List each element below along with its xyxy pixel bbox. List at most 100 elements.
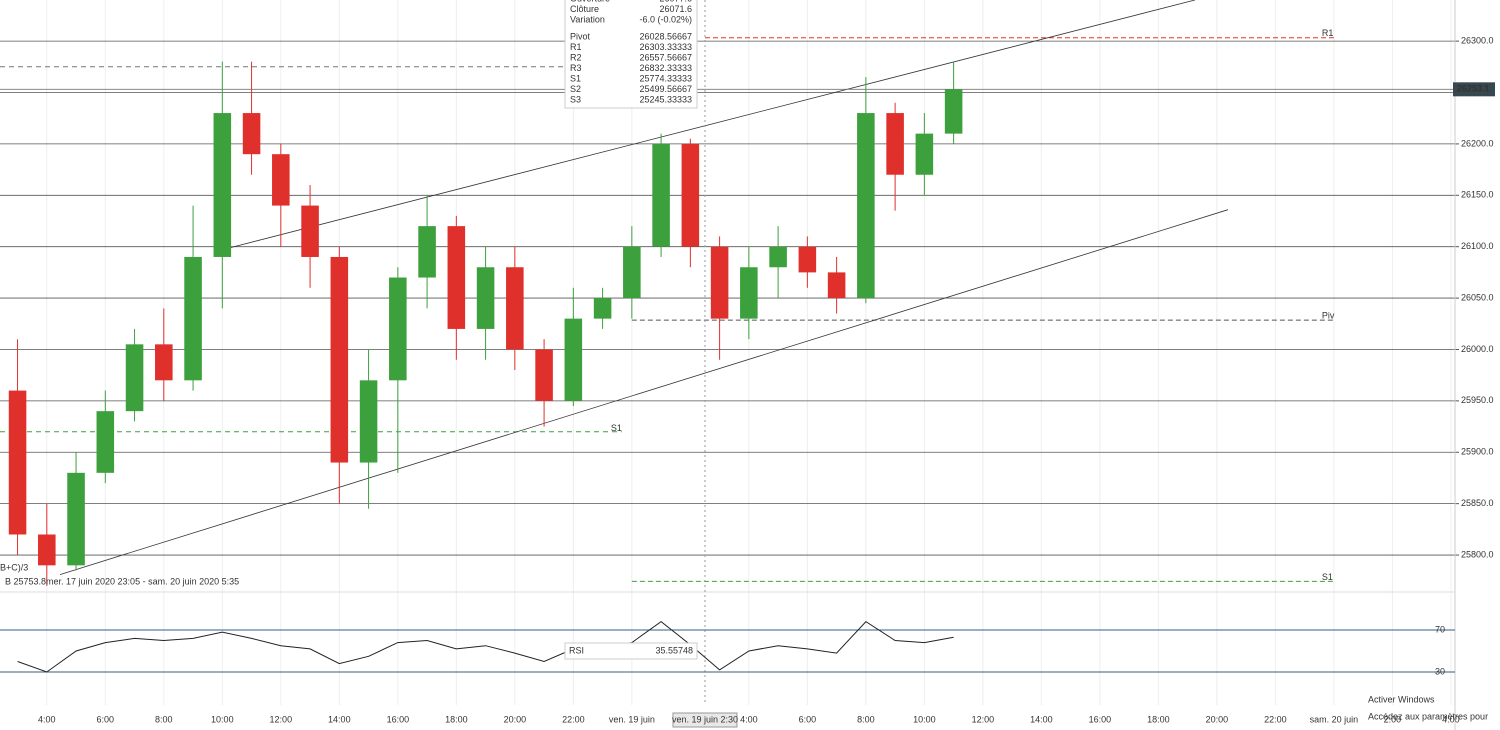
info-value: 26071.6 [659, 4, 692, 14]
x-tick-label: 2:00 [1384, 714, 1402, 724]
legend-range: mer. 17 juin 2020 23:05 - sam. 20 juin 2… [46, 576, 239, 586]
candle-body [125, 344, 144, 412]
x-tick-label: 20:00 [1206, 714, 1229, 724]
candle-body [623, 246, 641, 299]
rsi-box [564, 642, 698, 660]
rsi-name: RSI [569, 645, 584, 655]
x-tick-label: 18:00 [445, 714, 468, 724]
crosshair-label: ven. 19 juin 2:30 [672, 714, 738, 724]
info-value: 26832.33333 [639, 63, 692, 73]
candle-body [710, 246, 729, 319]
x-tick-label: 22:00 [1264, 714, 1287, 724]
rsi-tick-label: 30 [1435, 666, 1445, 676]
candle-body [886, 113, 904, 175]
candle-body [681, 143, 700, 247]
candle-body [740, 267, 758, 319]
x-tick-label: 4:00 [1442, 714, 1460, 724]
candle-body [8, 390, 27, 535]
y-tick-label: 25900.0 [1461, 447, 1494, 457]
watermark-subtitle: Accédez aux paramètres pour [1368, 711, 1488, 721]
x-tick-label: 16:00 [1089, 714, 1112, 724]
info-value: 26303.33333 [639, 42, 692, 52]
info-label: S1 [570, 73, 581, 83]
candle-body [944, 89, 963, 134]
legend-indicator: B+C)/3 [0, 562, 28, 572]
info-value: -6.0 (-0.02%) [639, 14, 692, 24]
info-label: S3 [570, 94, 581, 104]
info-label: Ouverture [570, 0, 610, 3]
candle-body [798, 246, 817, 273]
x-tick-label: 12:00 [270, 714, 293, 724]
candle-body [389, 277, 407, 381]
y-tick-label: 26150.0 [1461, 190, 1494, 200]
x-tick-label: sam. 20 juin [1310, 714, 1359, 724]
candle-body [301, 205, 319, 257]
candle-body [272, 154, 290, 206]
trend-line [229, 0, 1196, 249]
watermark-title: Activer Windows [1368, 694, 1435, 704]
info-label: Clôture [570, 4, 599, 14]
info-label: R3 [570, 63, 582, 73]
candle-body [184, 256, 202, 381]
x-tick-label: 22:00 [562, 714, 585, 724]
x-tick-label: ven. 19 juin [609, 714, 655, 724]
x-tick-label: 12:00 [972, 714, 995, 724]
candle-body [915, 133, 934, 175]
x-tick-label: 6:00 [799, 714, 817, 724]
x-tick-label: 14:00 [328, 714, 351, 724]
x-tick-label: 6:00 [97, 714, 115, 724]
info-value: 25245.33333 [639, 94, 692, 104]
y-tick-label: 26300.0 [1461, 35, 1494, 45]
candle-body [213, 113, 232, 257]
info-label: R1 [570, 42, 582, 52]
x-tick-label: 10:00 [913, 714, 936, 724]
candle-body [96, 411, 115, 473]
x-tick-label: 16:00 [387, 714, 410, 724]
candle-body [535, 349, 553, 401]
candle-body [857, 113, 875, 299]
info-label: Pivot [570, 31, 591, 41]
candle-body [652, 143, 670, 247]
candle-body [827, 272, 846, 299]
info-panel [564, 0, 698, 109]
y-tick-label: 25950.0 [1461, 395, 1494, 405]
candle-body [359, 380, 378, 463]
candle-body [418, 226, 436, 278]
y-tick-label: 25800.0 [1461, 549, 1494, 559]
candle-body [67, 472, 85, 566]
rsi-line [17, 620, 954, 673]
candle-body [506, 267, 524, 350]
candle-body [155, 344, 173, 381]
candle-body [38, 534, 56, 566]
x-tick-label: 8:00 [155, 714, 173, 724]
legend-close: B 25753.8 [5, 576, 46, 586]
y-tick-label: 26200.0 [1461, 138, 1494, 148]
x-tick-label: 10:00 [211, 714, 234, 724]
x-tick-label: 4:00 [38, 714, 56, 724]
candle-body [447, 226, 466, 329]
x-tick-label: 20:00 [504, 714, 527, 724]
y-tick-label: 25850.0 [1461, 498, 1494, 508]
info-label: R2 [570, 52, 582, 62]
y-tick-label: 26000.0 [1461, 344, 1494, 354]
candle-body [769, 246, 787, 268]
info-value: 25774.33333 [639, 73, 692, 83]
info-value: 26028.56667 [639, 31, 692, 41]
candle-body [476, 267, 495, 329]
pivot-label: Piv [1322, 310, 1335, 320]
pivot-label: R1 [1322, 28, 1334, 38]
trend-line [59, 209, 1229, 575]
info-value: 26077.6 [659, 0, 692, 3]
last-price-box [1453, 82, 1495, 97]
y-tick-label: 26050.0 [1461, 292, 1494, 302]
pivot-label: S1 [1322, 572, 1333, 582]
rsi-value: 35.55748 [655, 645, 693, 655]
rsi-tick-label: 70 [1435, 624, 1445, 634]
candle-body [242, 113, 261, 155]
x-tick-label: 18:00 [1147, 714, 1170, 724]
prev-pivot-label: S1 [611, 423, 622, 433]
x-tick-label: 8:00 [857, 714, 875, 724]
x-tick-label: 4:00 [740, 714, 758, 724]
crosshair-label-bg [672, 712, 738, 728]
